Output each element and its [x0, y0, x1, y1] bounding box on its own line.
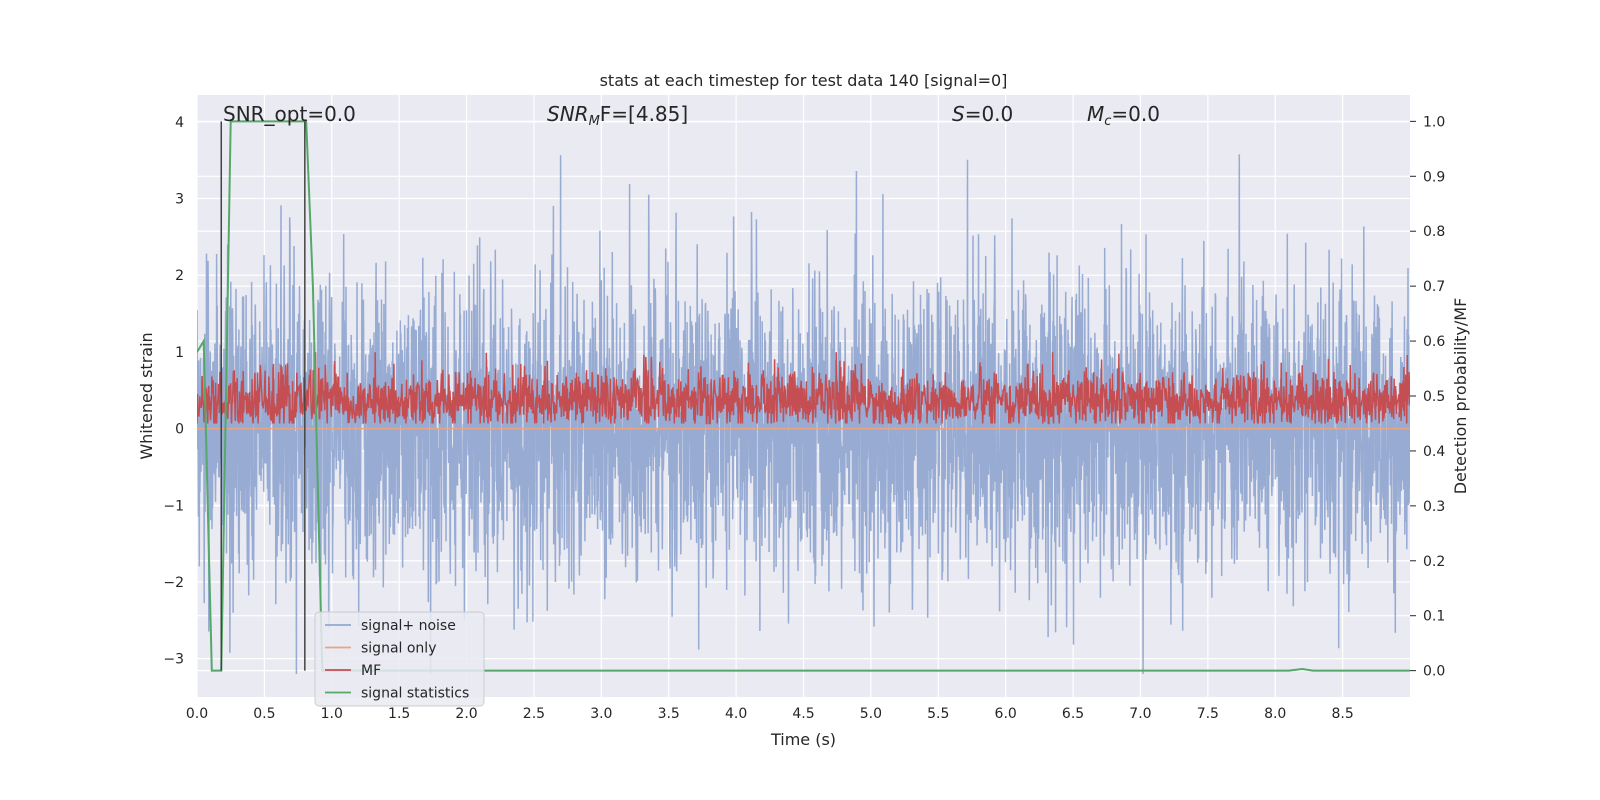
annotation-snr-mf-main: SNR — [547, 102, 589, 126]
annotation-mc: Mc=0.0 — [1087, 102, 1160, 129]
series-mf — [197, 352, 1410, 425]
annotation-mc-main: M — [1087, 102, 1104, 126]
annotation-mc-sub: c — [1104, 114, 1111, 129]
y-axis-ticks: −3 −2 −1 0 1 2 3 4 — [163, 115, 184, 668]
vertical-markers — [220, 121, 306, 671]
y2-tick-label: 0.5 — [1423, 389, 1445, 405]
y2-tick-label: 0.4 — [1423, 444, 1445, 460]
y2-tick-label: 0.9 — [1423, 169, 1445, 185]
annotation-s: S=0.0 — [952, 102, 1013, 126]
annotation-mc-rest: =0.0 — [1111, 102, 1160, 126]
annotation-snr-mf-sub: M — [589, 114, 600, 129]
y2-tick-label: 0.6 — [1423, 334, 1445, 350]
y-tick-label: −3 — [163, 652, 184, 668]
y-tick-label: 0 — [175, 422, 184, 438]
legend-label: MF — [361, 663, 381, 679]
x-tick-label: 5.5 — [927, 706, 949, 722]
x-tick-label: 0.0 — [186, 706, 208, 722]
y-tick-label: 1 — [175, 345, 184, 361]
y2-axis-ticks: 0.0 0.1 0.2 0.3 0.4 0.5 0.6 0.7 0.8 0.9 1.0 — [1410, 114, 1445, 680]
x-tick-label: 6.0 — [995, 706, 1017, 722]
y2-tick-label: 0.1 — [1423, 609, 1445, 625]
x-tick-label: 4.0 — [725, 706, 747, 722]
legend-label: signal+ noise — [361, 618, 456, 634]
x-tick-label: 2.5 — [523, 706, 545, 722]
x-tick-label: 8.5 — [1331, 706, 1353, 722]
x-tick-label: 2.0 — [455, 706, 477, 722]
x-tick-label: 1.0 — [321, 706, 343, 722]
chart-title: stats at each timestep for test data 140… — [600, 71, 1008, 90]
y2-tick-label: 0.7 — [1423, 279, 1445, 295]
y2-tick-label: 0.3 — [1423, 499, 1445, 515]
x-axis-label: Time (s) — [770, 730, 836, 749]
x-tick-label: 3.0 — [590, 706, 612, 722]
annotation-snr-mf: SNRMF=[4.85] — [547, 102, 688, 129]
annotation-snr-opt: SNR_opt=0.0 — [223, 102, 356, 126]
y2-tick-label: 0.0 — [1423, 664, 1445, 680]
annotation-s-main: S — [952, 102, 965, 126]
x-tick-label: 4.5 — [792, 706, 814, 722]
legend-label: signal statistics — [361, 686, 469, 702]
x-tick-label: 1.5 — [388, 706, 410, 722]
series-layer — [197, 120, 1410, 675]
y2-tick-label: 1.0 — [1423, 114, 1445, 130]
x-axis-ticks: 0.0 0.5 1.0 1.5 2.0 2.5 3.0 3.5 4.0 4.5 5.0 5.5 6.0 6… — [186, 706, 1354, 722]
x-tick-label: 3.5 — [658, 706, 680, 722]
y2-axis-label: Detection probability/MF — [1451, 298, 1470, 495]
series-signal-statistics — [197, 120, 1410, 672]
x-tick-label: 0.5 — [253, 706, 275, 722]
x-tick-label: 7.5 — [1197, 706, 1219, 722]
y-tick-label: 4 — [175, 115, 184, 131]
y2-tick-label: 0.8 — [1423, 224, 1445, 240]
legend: signal+ noise signal only MF signal statist… — [314, 611, 485, 707]
x-tick-label: 6.5 — [1062, 706, 1084, 722]
annotation-snr-mf-rest: F=[4.85] — [600, 102, 688, 126]
x-tick-label: 8.0 — [1264, 706, 1286, 722]
y-tick-label: −1 — [163, 498, 184, 514]
x-tick-label: 5.0 — [860, 706, 882, 722]
x-tick-label: 7.0 — [1129, 706, 1151, 722]
annotation-s-rest: =0.0 — [965, 102, 1014, 126]
y-tick-label: −2 — [163, 575, 184, 591]
y-tick-label: 3 — [175, 192, 184, 208]
y2-tick-label: 0.2 — [1423, 554, 1445, 570]
legend-box — [314, 611, 485, 707]
legend-label: signal only — [361, 641, 436, 657]
y-tick-label: 2 — [175, 268, 184, 284]
y-axis-label: Whitened strain — [137, 332, 156, 459]
